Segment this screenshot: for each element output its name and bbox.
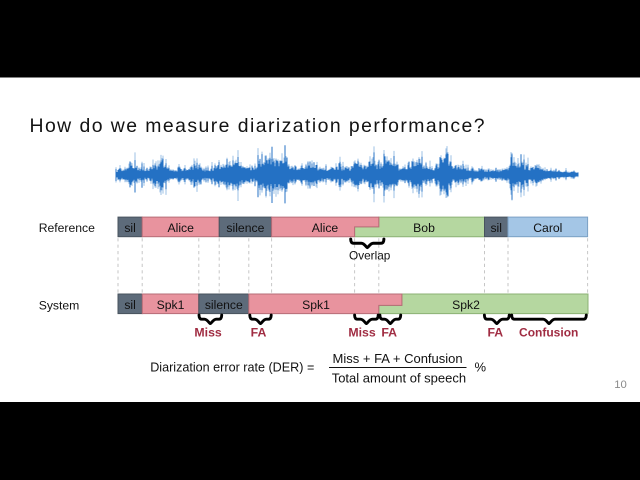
svg-text:Bob: Bob (413, 221, 435, 235)
svg-text:Confusion: Confusion (519, 325, 578, 339)
svg-text:How do we measure diarization: How do we measure diarization performanc… (30, 115, 486, 137)
svg-text:Miss: Miss (194, 325, 221, 339)
svg-text:Spk2: Spk2 (452, 298, 480, 312)
svg-text:Alice: Alice (312, 221, 339, 235)
svg-text:sil: sil (490, 221, 502, 235)
svg-text:Miss + FA + Confusion: Miss + FA + Confusion (333, 351, 463, 366)
svg-text:Alice: Alice (167, 221, 194, 235)
svg-text:silence: silence (226, 221, 264, 235)
svg-text:Spk1: Spk1 (157, 298, 185, 312)
svg-text:FA: FA (381, 325, 397, 339)
svg-text:System: System (39, 299, 80, 313)
svg-text:sil: sil (124, 298, 136, 312)
svg-text:sil: sil (124, 221, 136, 235)
svg-text:Overlap: Overlap (349, 248, 391, 262)
svg-text:10: 10 (614, 379, 627, 391)
svg-text:Reference: Reference (39, 221, 95, 235)
svg-text:Total amount of speech: Total amount of speech (332, 371, 466, 386)
svg-text:Spk1: Spk1 (302, 298, 330, 312)
svg-text:%: % (475, 359, 487, 374)
svg-text:Miss: Miss (348, 325, 375, 339)
svg-text:Carol: Carol (533, 221, 562, 235)
svg-text:FA: FA (251, 325, 267, 339)
svg-text:silence: silence (205, 298, 243, 312)
svg-text:FA: FA (487, 325, 503, 339)
svg-text:Diarization error rate (DER) =: Diarization error rate (DER) = (150, 361, 314, 375)
